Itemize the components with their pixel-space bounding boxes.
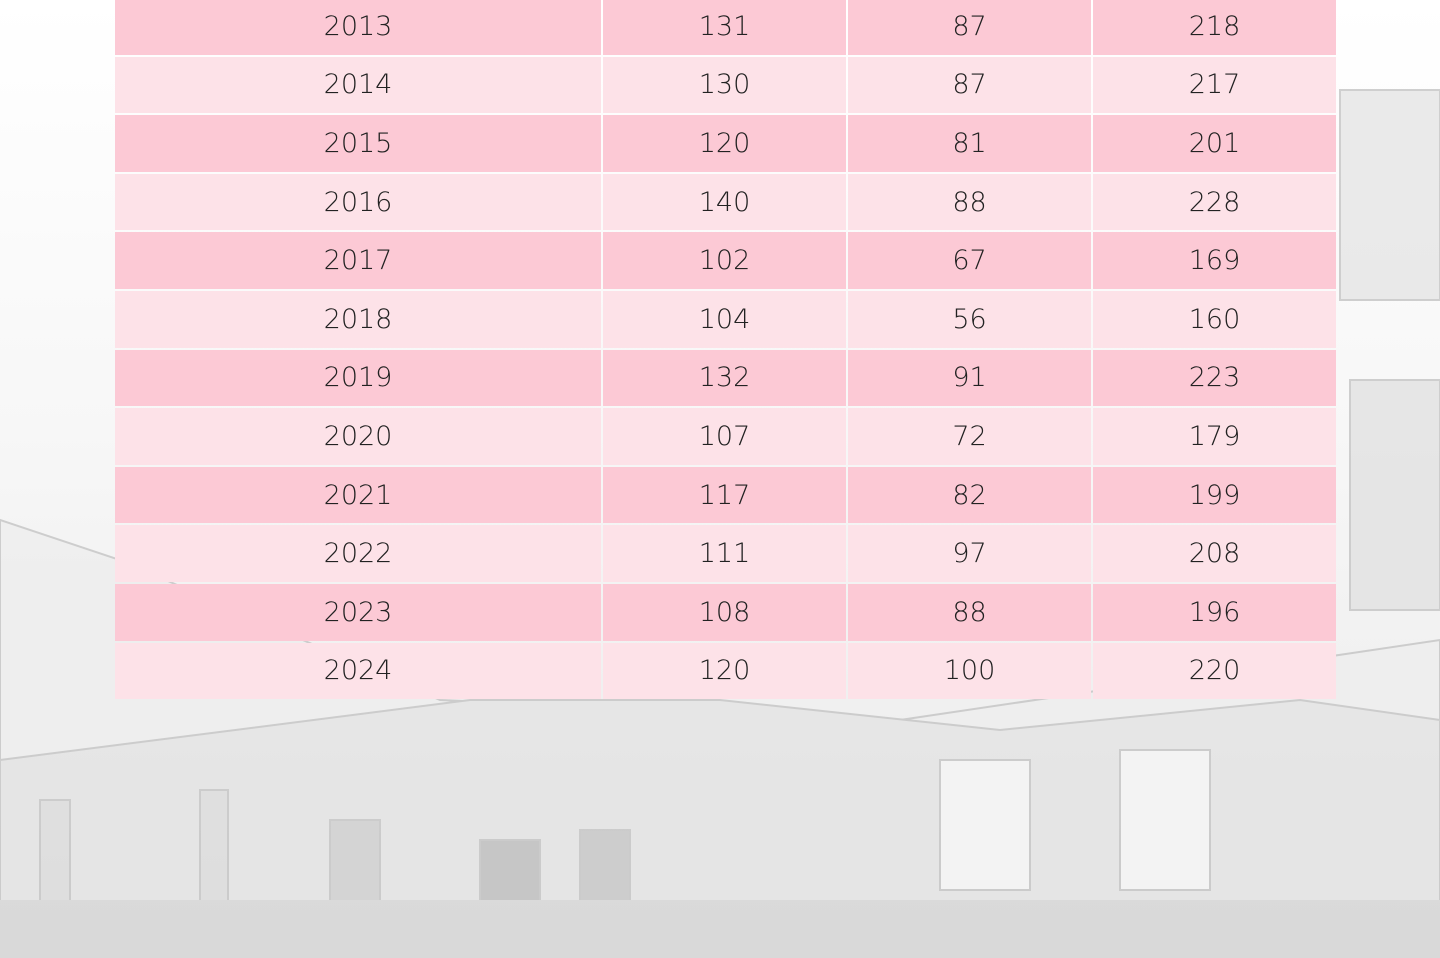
value-cell: 108 (603, 584, 846, 641)
value-cell: 117 (603, 467, 846, 524)
value-cell: 228 (1093, 174, 1336, 231)
value-cell: 223 (1093, 350, 1336, 407)
year-cell: 2013 (115, 0, 601, 55)
year-cell: 2023 (115, 584, 601, 641)
value-cell: 88 (848, 584, 1091, 641)
year-cell: 2015 (115, 115, 601, 172)
value-cell: 208 (1093, 525, 1336, 582)
value-cell: 120 (603, 115, 846, 172)
value-cell: 160 (1093, 291, 1336, 348)
value-cell: 179 (1093, 408, 1336, 465)
value-cell: 132 (603, 350, 846, 407)
value-cell: 220 (1093, 643, 1336, 700)
value-cell: 100 (848, 643, 1091, 700)
value-cell: 56 (848, 291, 1091, 348)
year-cell: 2020 (115, 408, 601, 465)
year-cell: 2017 (115, 232, 601, 289)
value-cell: 72 (848, 408, 1091, 465)
value-cell: 199 (1093, 467, 1336, 524)
value-cell: 91 (848, 350, 1091, 407)
year-cell: 2024 (115, 643, 601, 700)
value-cell: 87 (848, 0, 1091, 55)
year-cell: 2016 (115, 174, 601, 231)
value-cell: 111 (603, 525, 846, 582)
value-cell: 201 (1093, 115, 1336, 172)
value-cell: 120 (603, 643, 846, 700)
value-cell: 217 (1093, 57, 1336, 114)
value-cell: 82 (848, 467, 1091, 524)
value-cell: 67 (848, 232, 1091, 289)
page-body: 2013131872182014130872172015120812012016… (0, 0, 1440, 958)
value-cell: 102 (603, 232, 846, 289)
value-cell: 140 (603, 174, 846, 231)
value-cell: 88 (848, 174, 1091, 231)
page: {"table": {"rows": [ ["2013", "131", "87… (0, 0, 1440, 958)
value-cell: 130 (603, 57, 846, 114)
year-cell: 2018 (115, 291, 601, 348)
year-cell: 2022 (115, 525, 601, 582)
value-cell: 218 (1093, 0, 1336, 55)
value-cell: 87 (848, 57, 1091, 114)
year-cell: 2021 (115, 467, 601, 524)
value-cell: 81 (848, 115, 1091, 172)
value-cell: 97 (848, 525, 1091, 582)
value-cell: 104 (603, 291, 846, 348)
value-cell: 196 (1093, 584, 1336, 641)
year-cell: 2014 (115, 57, 601, 114)
value-cell: 131 (603, 0, 846, 55)
year-cell: 2019 (115, 350, 601, 407)
value-cell: 169 (1093, 232, 1336, 289)
value-cell: 107 (603, 408, 846, 465)
